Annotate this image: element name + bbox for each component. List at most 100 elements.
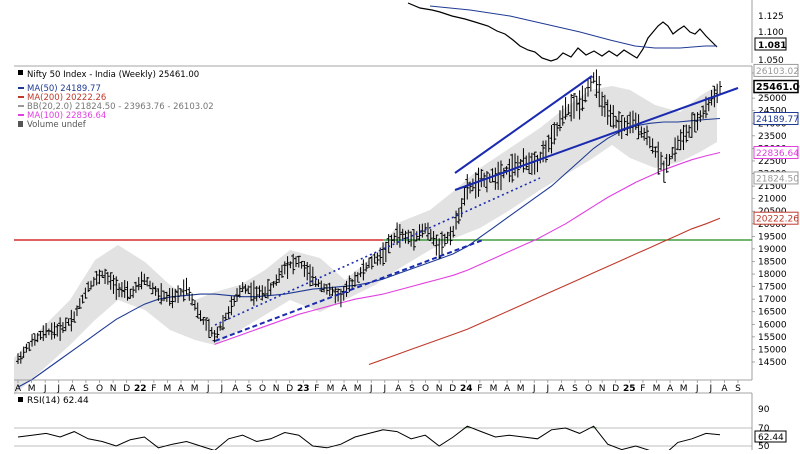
price-bar (35, 332, 40, 343)
price-bar (557, 110, 562, 132)
x-axis-label: M (164, 384, 172, 394)
price-bar (181, 279, 186, 302)
price-bar (254, 286, 259, 302)
right-axis-tick-label: 17500 (758, 283, 787, 293)
price-bar (265, 278, 270, 299)
top-panel-price-line (407, 2, 718, 62)
x-axis-label: 24 (460, 384, 473, 394)
price-bar (608, 104, 613, 127)
bollinger-band-area (14, 86, 717, 395)
price-bar (66, 318, 71, 326)
x-axis-label: F (640, 384, 645, 394)
price-bar (423, 223, 428, 234)
rsi-panel: RSI(14) 62.44 90 70 62.44 50 (14, 392, 787, 454)
price-bar (614, 115, 619, 129)
price-bar (661, 160, 666, 183)
price-bar (271, 281, 276, 288)
x-axis-label: J (56, 384, 60, 394)
price-bar (583, 87, 588, 103)
price-bar (240, 282, 245, 293)
x-axis-label: A (15, 384, 22, 394)
price-bar (364, 262, 369, 272)
x-axis-label: J (382, 384, 386, 394)
x-axis-label: D (123, 384, 130, 394)
chart-legend: Nifty 50 Index - India (Weekly) 25461.00… (18, 70, 214, 130)
price-bar (361, 259, 366, 281)
legend-volume: Volume undef (27, 120, 87, 130)
right-axis-badge: 20222.26 (753, 211, 799, 225)
price-bar (257, 285, 262, 299)
price-bar (156, 288, 161, 301)
rsi-tick-70: 70 (758, 424, 770, 434)
price-bar (122, 280, 127, 298)
price-bar (173, 288, 178, 303)
price-bar (675, 135, 680, 151)
price-bar (195, 302, 200, 319)
x-axis-label: S (83, 384, 89, 394)
price-bar (400, 228, 405, 241)
price-bar (97, 269, 102, 285)
right-axis-badges: 26103.02 25461.00 24189.77 22836.64 21824.50… (753, 63, 800, 225)
price-bar (425, 222, 430, 241)
x-axis-labels: A M J J A S O N D 22 F M A M J J A S O N D 23 F M A M J J A S O N D 24 F M A… (15, 380, 741, 394)
x-axis-label: J (532, 384, 536, 394)
price-bar (117, 283, 122, 298)
price-bar (38, 330, 43, 340)
right-axis-tick-label: 23500 (758, 132, 787, 142)
price-bar (94, 270, 99, 286)
price-bar (52, 322, 57, 339)
price-bar (546, 134, 551, 153)
price-bar (285, 256, 290, 279)
price-bar (532, 151, 537, 175)
price-bar (316, 279, 321, 288)
price-bar (594, 69, 599, 99)
price-bar (145, 276, 150, 287)
price-bar (719, 81, 722, 94)
x-axis-label: S (572, 384, 578, 394)
x-axis-label: J (369, 384, 373, 394)
price-bar (136, 277, 141, 291)
price-bar (701, 105, 706, 119)
price-bar (431, 231, 436, 246)
price-bar (574, 95, 579, 112)
price-bar (451, 225, 456, 238)
price-bar (27, 342, 32, 352)
price-bar (142, 273, 147, 286)
x-axis-label: A (721, 384, 728, 394)
price-bar (625, 115, 630, 136)
legend-ma200: MA(200) 20222.26 (27, 93, 106, 103)
price-bar (479, 169, 484, 188)
price-bar (656, 141, 661, 175)
right-axis-tick-label: 14500 (758, 358, 787, 368)
trendline-wedge-lower (454, 87, 739, 191)
right-axis-tick-label: 17000 (758, 295, 787, 305)
x-axis-label: A (69, 384, 76, 394)
trendlines (214, 75, 739, 342)
x-axis-label: S (409, 384, 415, 394)
price-bar (358, 267, 363, 278)
x-axis-label: M (517, 384, 525, 394)
price-bar (619, 115, 624, 140)
price-bar (187, 287, 192, 301)
price-bar (650, 138, 655, 154)
x-axis-label: N (436, 384, 443, 394)
price-bar (260, 285, 265, 301)
right-axis-tick-label: 15500 (758, 333, 787, 343)
price-bar (684, 124, 689, 143)
right-axis-badge: 22836.64 (753, 145, 799, 159)
price-bar (232, 295, 237, 307)
price-bar (223, 312, 228, 321)
price-bar (305, 261, 310, 281)
price-bar (299, 260, 304, 269)
price-bar (243, 284, 248, 294)
price-bar (375, 252, 380, 266)
price-bar (417, 224, 422, 241)
price-bar (543, 140, 548, 163)
price-bar (470, 178, 475, 192)
price-bar (664, 153, 669, 173)
price-bar (77, 298, 82, 309)
price-bar (209, 327, 214, 337)
right-axis-tick-label: 18000 (758, 270, 787, 280)
price-bars (16, 69, 722, 364)
